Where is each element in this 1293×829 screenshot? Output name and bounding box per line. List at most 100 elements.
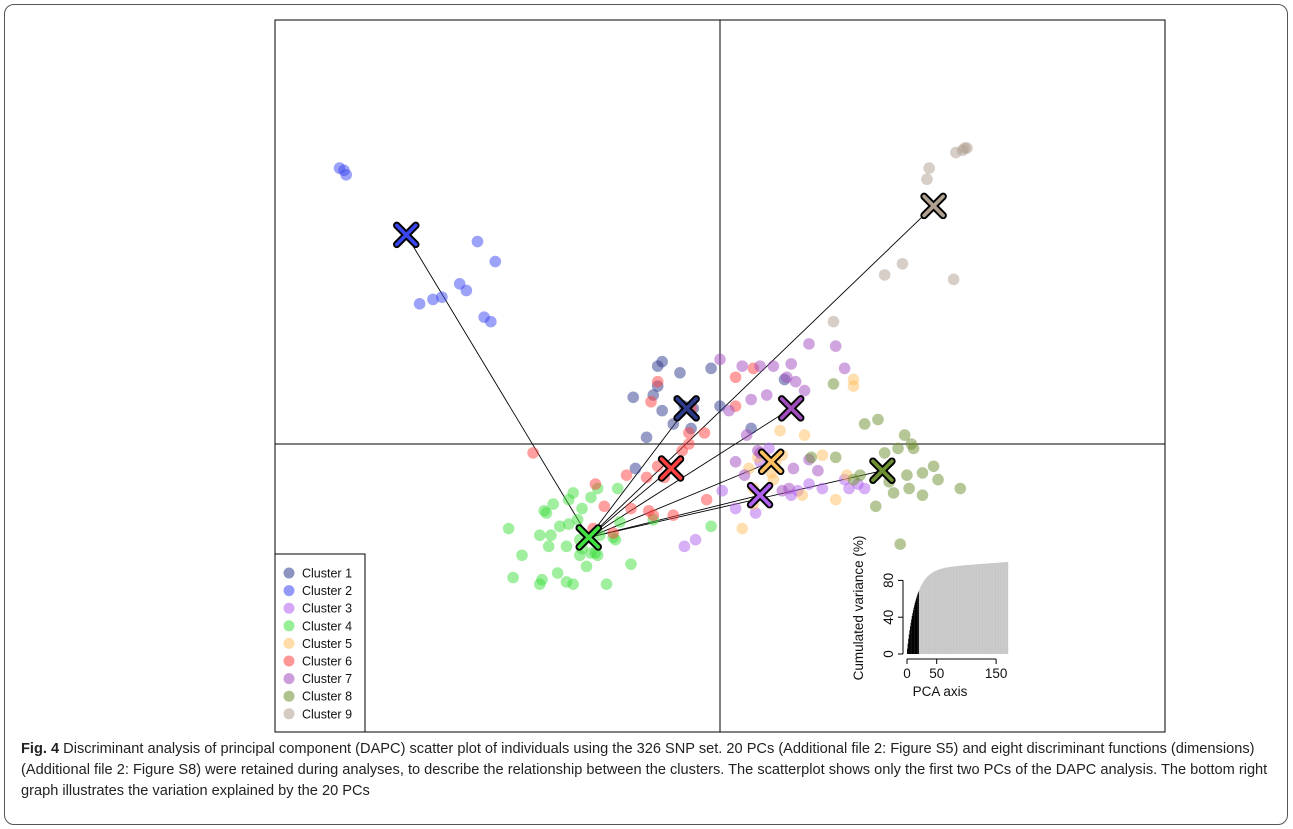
- inset-bar-135: [986, 563, 988, 654]
- point-cluster-2-7: [413, 298, 426, 310]
- point-cluster-4-37: [705, 520, 717, 533]
- inset-bar-32: [925, 578, 927, 654]
- inset-bar-165: [1004, 562, 1006, 654]
- inset-bar-145: [992, 563, 994, 654]
- point-cluster-2-2: [340, 168, 353, 181]
- point-cluster-9-7: [878, 269, 891, 281]
- point-cluster-7-22: [776, 484, 789, 497]
- inset-bar-113: [973, 564, 975, 654]
- inset-bar-29: [923, 580, 925, 654]
- inset-bar-114: [974, 564, 975, 654]
- inset-bar-24: [920, 586, 922, 654]
- inset-bar-168: [1006, 562, 1008, 654]
- inset-bar-92: [961, 565, 962, 654]
- inset-bar-21: [918, 590, 920, 654]
- inset-bar-26: [921, 583, 923, 654]
- inset-bar-142: [990, 563, 992, 654]
- inset-bar-161: [1002, 562, 1003, 654]
- inset-bar-57: [940, 568, 942, 654]
- point-cluster-5-9: [774, 424, 786, 437]
- point-cluster-8-16: [916, 489, 929, 501]
- inset-bar-71: [948, 567, 950, 654]
- point-cluster-8-17: [954, 482, 967, 495]
- legend-label-cluster-5: Cluster 5: [302, 637, 352, 651]
- inset-bar-78: [952, 566, 954, 654]
- point-cluster-7-19: [787, 462, 800, 475]
- inset-bar-102: [967, 565, 968, 654]
- inset-bar-44: [932, 572, 934, 654]
- legend-label-cluster-3: Cluster 3: [302, 602, 352, 616]
- inset-bar-70: [947, 567, 949, 654]
- inset-bar-160: [1001, 562, 1003, 654]
- centroid-cluster-6: [657, 455, 685, 482]
- point-cluster-6-18: [698, 427, 711, 439]
- point-cluster-7-18: [812, 464, 824, 477]
- inset-bar-61: [942, 568, 944, 654]
- point-cluster-8-1: [872, 413, 884, 426]
- inset-x-tick-label: 0: [903, 666, 911, 681]
- centroid-mark: [675, 397, 698, 420]
- inset-bar-40: [930, 573, 931, 654]
- inset-bar-33: [926, 577, 927, 654]
- point-cluster-7-7: [838, 362, 851, 375]
- inset-bar-16: [915, 598, 917, 654]
- point-cluster-1-12: [705, 362, 717, 375]
- inset-bar-12: [913, 607, 915, 654]
- inset-bar-126: [981, 563, 983, 654]
- inset-bar-72: [949, 567, 950, 654]
- centroid-mark: [922, 194, 945, 218]
- point-cluster-3-1: [763, 442, 775, 455]
- inset-bar-170: [1007, 562, 1009, 654]
- legend-swatch-cluster-9: [283, 708, 295, 720]
- inset-bar-116: [975, 564, 977, 654]
- inset-bar-38: [928, 574, 930, 654]
- legend: Cluster 1 Cluster 2 Cluster 3 Cluster 4 Clus…: [274, 553, 366, 733]
- inset-bar-81: [954, 566, 956, 654]
- point-cluster-4-35: [562, 493, 575, 506]
- inset-bar-86: [957, 565, 959, 654]
- figure-caption: Fig. 4 Discriminant analysis of principa…: [21, 739, 1276, 802]
- inset-bar-105: [968, 564, 970, 654]
- point-cluster-2-6: [427, 293, 439, 306]
- inset-bar-101: [966, 565, 968, 654]
- inset-bar-6: [909, 626, 911, 654]
- point-cluster-4-14: [551, 567, 564, 579]
- point-cluster-5-8: [816, 449, 829, 461]
- point-cluster-1-13: [714, 400, 726, 412]
- centroid-cluster-7: [777, 395, 805, 422]
- inset-bar-107: [969, 564, 971, 654]
- point-cluster-4-1: [562, 518, 575, 530]
- inset-bar-119: [977, 564, 978, 654]
- point-cluster-4-20: [611, 482, 624, 495]
- point-cluster-9-8: [947, 273, 960, 286]
- point-cluster-8-18: [894, 538, 907, 550]
- legend-swatch-cluster-8: [283, 690, 295, 702]
- inset-bar-64: [944, 567, 946, 654]
- centroid-cluster-2: [393, 221, 420, 249]
- inset-y-tick-label: 80: [881, 573, 896, 588]
- point-cluster-3-8: [729, 502, 742, 515]
- inset-bar-39: [929, 574, 931, 654]
- point-cluster-8-19: [869, 500, 882, 513]
- centroid-mark: [779, 397, 803, 420]
- point-cluster-6-13: [683, 427, 695, 439]
- point-cluster-6-20: [729, 371, 742, 384]
- legend-label-cluster-2: Cluster 2: [302, 584, 352, 598]
- inset-y-tick-label: 40: [881, 610, 896, 625]
- inset-bar-14: [914, 602, 916, 654]
- centroid-cluster-8: [869, 457, 896, 484]
- point-cluster-1-3: [674, 367, 686, 379]
- inset-bar-157: [999, 562, 1001, 654]
- point-cluster-6-5: [607, 527, 619, 539]
- inset-bar-1: [907, 648, 908, 654]
- point-cluster-7-4: [785, 358, 797, 370]
- point-cluster-6-12: [683, 438, 695, 450]
- point-cluster-3-13: [858, 482, 871, 495]
- inset-bar-54: [938, 569, 940, 654]
- inset-bar-34: [926, 577, 928, 654]
- point-cluster-4-3: [576, 502, 588, 515]
- inset-bar-36: [927, 575, 929, 654]
- inset-bar-49: [935, 570, 937, 654]
- inset-bar-31: [924, 579, 926, 654]
- inset-y-tick-label: 0: [881, 650, 896, 658]
